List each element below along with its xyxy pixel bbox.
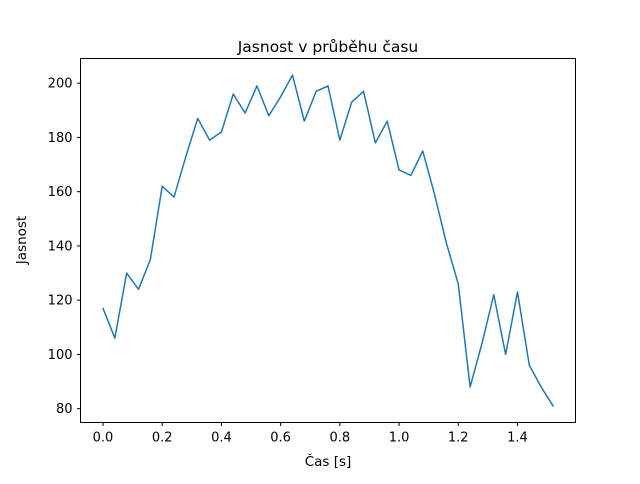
y-tick-label: 120 bbox=[48, 294, 73, 309]
x-tick-label: 0.8 bbox=[329, 431, 350, 446]
plot-area: 0.0 0.2 0.4 0.6 0.8 1.0 1.2 1.4 80 100 120 140 160 18… bbox=[48, 58, 576, 446]
x-tick-label: 1.0 bbox=[389, 431, 410, 446]
chart-title: Jasnost v průběhu času bbox=[237, 38, 419, 56]
x-tick-label: 0.4 bbox=[211, 431, 232, 446]
x-tick-label: 0.2 bbox=[152, 431, 173, 446]
x-tick-label: 0.6 bbox=[270, 431, 291, 446]
x-tick-label: 0.0 bbox=[93, 431, 114, 446]
x-tick-label: 1.4 bbox=[507, 431, 528, 446]
y-tick-label: 140 bbox=[48, 239, 73, 254]
y-tick-label: 160 bbox=[48, 185, 73, 200]
y-tick-label: 100 bbox=[48, 348, 73, 363]
y-tick-label: 180 bbox=[48, 131, 73, 146]
x-tick-label: 1.2 bbox=[448, 431, 469, 446]
y-axis-label: Jasnost bbox=[14, 216, 30, 265]
series-line bbox=[102, 74, 554, 407]
y-tick-label: 200 bbox=[48, 77, 73, 92]
axes-spines bbox=[80, 58, 576, 423]
x-axis-label: Čas [s] bbox=[305, 452, 352, 470]
y-tick-label: 80 bbox=[56, 402, 73, 417]
